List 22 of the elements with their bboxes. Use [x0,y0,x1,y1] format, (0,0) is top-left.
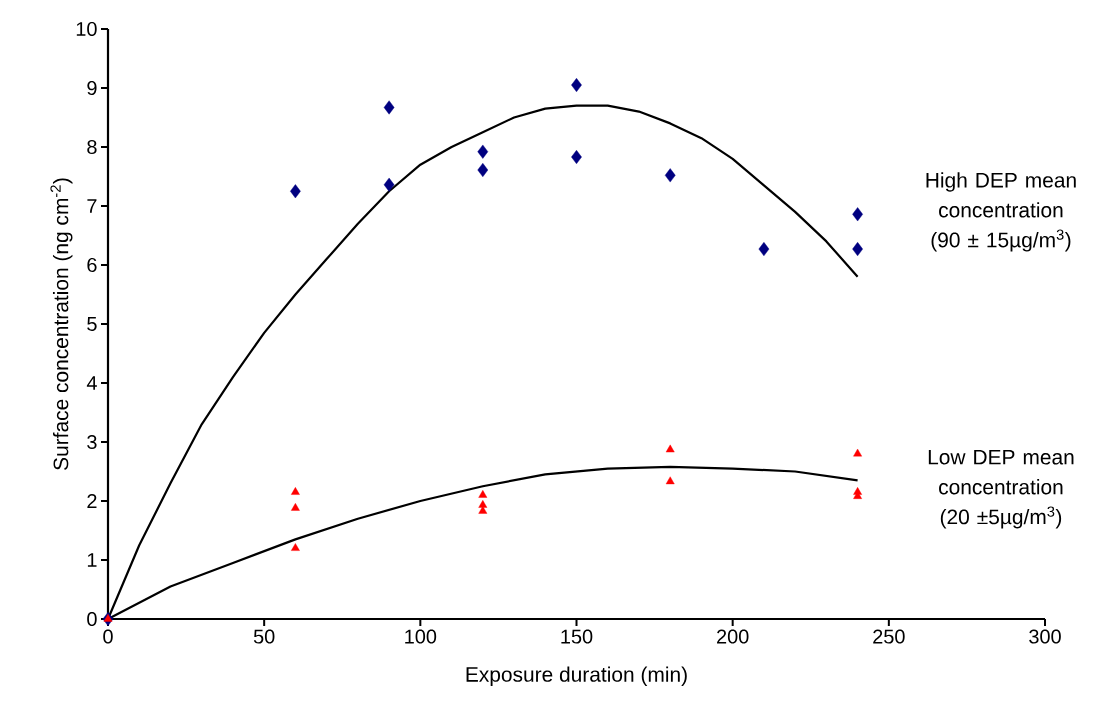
x-tick-label: 50 [253,629,275,644]
x-tick-label: 200 [717,629,749,644]
y-tick-label: 8 [87,139,97,155]
y-tick-label: 0 [87,611,97,627]
y-tick-label: 2 [87,494,97,508]
text: Low DEP mean concentration (20 ±5µg/m$^{3}$) [928,449,1074,529]
y-tick-label: 6 [87,257,97,273]
y-tick-label: 9 [87,80,97,96]
x-tick-label: 0 [103,629,113,644]
x-tick-label: 150 [561,629,593,644]
y-tick-label: 7 [87,199,97,213]
y-tick-label: 10 [76,21,97,37]
y-tick-label: 1 [87,553,97,567]
x-tick-label: 250 [873,629,905,644]
x-axis-title: Exposure duration (min) [466,666,687,686]
y-tick-label: 5 [87,317,97,331]
x-tick-label: 300 [1029,629,1061,644]
y-tick-label: 3 [87,434,97,450]
y-tick-label: 4 [86,376,97,390]
text: High DEP mean concentration (90 ± 15µg/m$^{3}$) [926,172,1076,252]
x-tick-label: 100 [405,629,437,644]
y-axis-title: Surface concentration (ng cm$^{-2}$) [50,178,73,470]
